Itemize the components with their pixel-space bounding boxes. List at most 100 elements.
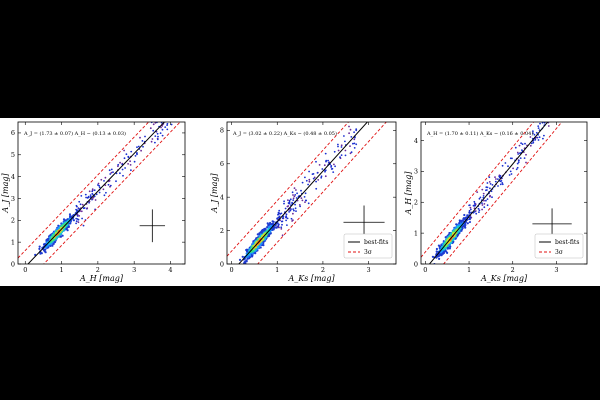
data-point <box>98 186 101 189</box>
data-point <box>501 164 504 167</box>
data-point <box>337 149 340 152</box>
density-point <box>55 236 59 239</box>
data-point <box>483 203 486 205</box>
y-axis-label: A_H [mag] <box>404 171 413 216</box>
data-point <box>497 178 499 180</box>
data-point <box>78 200 81 203</box>
data-point <box>93 195 96 198</box>
data-point <box>486 198 489 200</box>
density-point <box>264 227 267 230</box>
y-tick-label: 5 <box>11 151 15 159</box>
data-point <box>353 147 356 149</box>
density-point <box>266 226 269 229</box>
data-point <box>285 213 288 216</box>
data-point <box>497 185 499 187</box>
data-point <box>344 140 346 143</box>
data-point <box>304 201 306 203</box>
y-tick-label: 2 <box>220 227 224 235</box>
x-tick-label: 2 <box>511 266 515 274</box>
density-point <box>38 245 41 248</box>
density-point <box>462 217 465 220</box>
density-point <box>259 235 262 238</box>
density-point <box>268 233 271 236</box>
data-point <box>283 200 285 203</box>
data-point <box>307 183 309 186</box>
density-point <box>461 219 464 222</box>
data-point <box>325 159 328 162</box>
data-point <box>308 178 311 181</box>
density-point <box>68 217 71 220</box>
density-point <box>456 234 459 237</box>
data-point <box>504 162 507 164</box>
data-point <box>478 197 481 200</box>
density-point <box>466 222 469 225</box>
density-point <box>267 235 270 238</box>
y-tick-label: 1 <box>414 229 418 237</box>
data-point <box>330 165 333 167</box>
data-point <box>301 181 304 184</box>
density-point <box>238 258 242 261</box>
density-point <box>438 257 441 260</box>
data-point <box>110 168 113 171</box>
data-point <box>468 211 471 214</box>
x-tick-label: 1 <box>59 266 63 274</box>
density-point <box>452 231 455 235</box>
data-point <box>303 196 306 198</box>
data-point <box>137 145 140 148</box>
data-point <box>161 128 164 131</box>
data-point <box>109 185 111 188</box>
data-point <box>501 183 504 186</box>
data-point <box>115 180 117 183</box>
data-point <box>88 190 91 193</box>
scatter-figure: 0 1 2 3 4 0 1 2 3 4 5 6 A_H [mag] A_J [mag] A_J = (1.7… <box>1 121 588 283</box>
density-point <box>274 224 277 227</box>
data-point <box>332 171 335 173</box>
plot-area <box>421 122 563 264</box>
x-tick-label: 0 <box>23 266 27 274</box>
data-point <box>524 142 526 145</box>
data-point <box>344 154 347 157</box>
data-point <box>281 223 283 226</box>
data-point <box>533 133 536 136</box>
density-point <box>272 228 275 231</box>
y-tick-label: 0 <box>414 260 418 268</box>
data-point <box>292 208 295 210</box>
density-point <box>67 225 70 228</box>
y-tick-label: 0 <box>11 260 15 268</box>
data-point <box>475 212 478 215</box>
data-point <box>161 134 164 137</box>
data-point <box>112 171 114 173</box>
data-point <box>476 191 479 193</box>
legend-label-best-fit: best-fits <box>364 239 388 246</box>
data-point <box>537 127 540 129</box>
data-point <box>103 194 106 197</box>
x-tick-label: 3 <box>132 266 136 274</box>
data-point <box>286 205 289 208</box>
density-point <box>448 234 451 237</box>
density-point <box>464 226 467 229</box>
data-point <box>328 161 330 164</box>
data-point <box>521 143 524 146</box>
y-tick-label: 6 <box>11 129 15 137</box>
data-point <box>94 199 97 201</box>
fit-relation-label: A_J = (3.02 ± 0.22) A_Ks − (0.48 ± 0.05) <box>232 130 337 137</box>
data-point <box>525 153 527 156</box>
density-point <box>259 246 262 249</box>
data-point <box>547 125 550 127</box>
data-point <box>293 195 296 198</box>
density-point <box>256 233 259 236</box>
data-point <box>478 211 480 213</box>
data-point <box>292 194 294 196</box>
data-point <box>281 220 284 223</box>
sigma-line-upper <box>227 122 350 257</box>
data-point <box>130 169 132 172</box>
data-point <box>469 206 472 209</box>
data-point <box>499 183 502 186</box>
data-point <box>123 149 125 152</box>
data-point <box>76 215 79 217</box>
density-point <box>63 222 66 225</box>
data-point <box>154 141 156 144</box>
data-point <box>315 160 317 163</box>
density-point <box>52 238 55 241</box>
data-point <box>299 205 301 208</box>
